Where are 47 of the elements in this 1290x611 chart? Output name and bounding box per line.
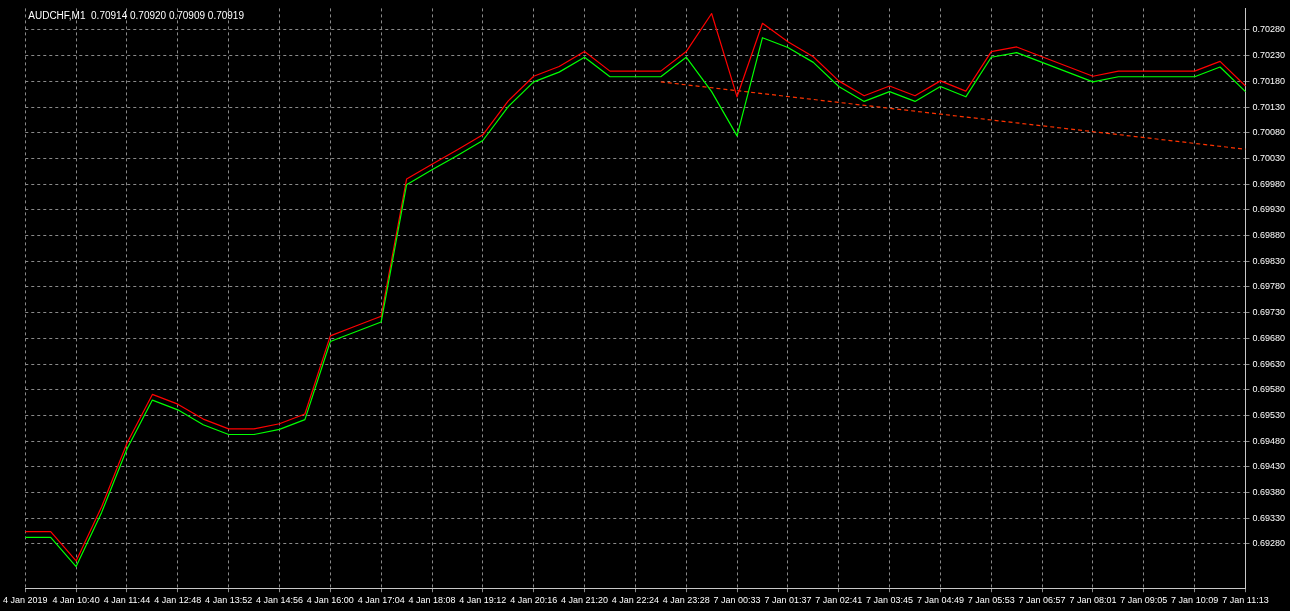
y-tick-label: 0.70280 (1252, 24, 1286, 35)
y-tick-label: 0.70030 (1252, 152, 1286, 163)
x-tick-label: 7 Jan 06:57 (1018, 595, 1066, 606)
y-tick-label: 0.70180 (1252, 75, 1286, 86)
x-tick-label: 7 Jan 01:37 (764, 595, 812, 606)
y-tick-label: 0.69430 (1252, 461, 1286, 472)
y-tick-label: 0.69780 (1252, 281, 1286, 292)
x-tick-label: 7 Jan 11:13 (1222, 595, 1269, 606)
y-tick-label: 0.69480 (1252, 435, 1286, 446)
y-tick-label: 0.70080 (1252, 127, 1286, 138)
x-tick-label: 4 Jan 16:00 (306, 595, 354, 606)
y-tick-label: 0.69930 (1252, 204, 1286, 215)
y-tick-label: 0.70130 (1252, 101, 1286, 112)
x-tick-label: 4 Jan 2019 (3, 595, 48, 606)
y-tick-label: 0.69980 (1252, 178, 1286, 189)
x-tick-label: 4 Jan 20:16 (510, 595, 558, 606)
y-tick-label: 0.70230 (1252, 50, 1286, 61)
y-tick-label: 0.69380 (1252, 487, 1286, 498)
y-tick-label: 0.69830 (1252, 255, 1286, 266)
x-tick-label: 4 Jan 18:08 (408, 595, 456, 606)
x-tick-label: 4 Jan 14:56 (255, 595, 303, 606)
x-tick-label: 4 Jan 19:12 (459, 595, 507, 606)
y-tick-label: 0.69580 (1252, 384, 1286, 395)
x-tick-label: 7 Jan 10:09 (1171, 595, 1219, 606)
x-tick-label: 7 Jan 00:33 (713, 595, 761, 606)
y-tick-label: 0.69630 (1252, 358, 1286, 369)
x-tick-label: 7 Jan 04:49 (916, 595, 964, 606)
x-tick-label: 7 Jan 03:45 (866, 595, 914, 606)
x-tick-label: 7 Jan 02:41 (815, 595, 863, 606)
x-tick-label: 4 Jan 10:40 (52, 595, 100, 606)
x-tick-label: 7 Jan 09:05 (1120, 595, 1168, 606)
y-tick-label: 0.69880 (1252, 230, 1286, 241)
y-tick-label: 0.69280 (1252, 538, 1286, 549)
x-tick-label: 4 Jan 11:44 (103, 595, 151, 606)
x-tick-label: 4 Jan 23:28 (662, 595, 710, 606)
x-tick-label: 7 Jan 08:01 (1069, 595, 1117, 606)
y-tick-label: 0.69680 (1252, 332, 1286, 343)
x-tick-label: 4 Jan 17:04 (357, 595, 405, 606)
y-tick-label: 0.69530 (1252, 409, 1286, 420)
y-tick-label: 0.69730 (1252, 307, 1286, 318)
chart-title: AUDCHF,M1 0.70914 0.70920 0.70909 0.70919 (28, 10, 245, 22)
x-tick-label: 4 Jan 12:48 (154, 595, 202, 606)
x-tick-label: 7 Jan 05:53 (967, 595, 1015, 606)
x-tick-label: 4 Jan 13:52 (205, 595, 253, 606)
y-tick-label: 0.69330 (1252, 512, 1286, 523)
x-tick-label: 4 Jan 22:24 (611, 595, 659, 606)
x-tick-label: 4 Jan 21:20 (561, 595, 609, 606)
